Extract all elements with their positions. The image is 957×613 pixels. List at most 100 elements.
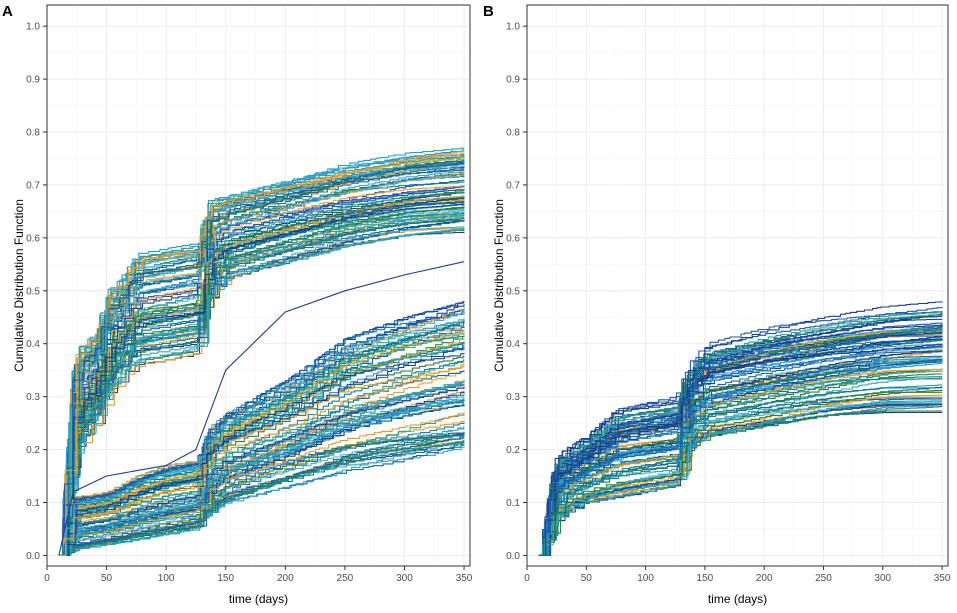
curve-group <box>538 301 943 556</box>
panel-b-letter: B <box>483 3 494 20</box>
panel-b-y-axis-title: Cumulative Distribution Function <box>492 199 506 372</box>
curve-group <box>58 147 465 556</box>
cdf-outlier-curve <box>58 261 465 556</box>
cdf-curve <box>58 301 465 556</box>
panel-a-y-axis-title: Cumulative Distribution Function <box>12 199 26 372</box>
cdf-curve <box>58 174 465 556</box>
panel-b: B 0 50 100 150 200 250 300 350 0.0 0.1 0.2 0.3 0.4 0.… <box>483 3 951 606</box>
x-tick-label: 50 <box>581 573 593 584</box>
y-tick-label: 1.0 <box>26 22 40 33</box>
cdf-curve <box>538 397 943 556</box>
cdf-curve <box>538 402 943 556</box>
panel-b-ticks: 0 50 100 150 200 250 300 350 0.0 0.1 0.2 0.3 0.4 0.5 0… <box>506 22 951 584</box>
y-tick-label: 0.4 <box>26 339 40 350</box>
cdf-curve <box>58 185 465 556</box>
cdf-curve <box>58 201 465 556</box>
cdf-curve <box>58 432 465 556</box>
cdf-curve <box>58 227 464 556</box>
cdf-curve <box>538 347 943 556</box>
panel-a-x-axis-title: time (days) <box>229 592 288 606</box>
cdf-curve <box>58 152 465 556</box>
cdf-curve <box>58 213 465 556</box>
cdf-curve <box>58 156 465 556</box>
panel-a-ticks: 0 50 100 150 200 250 300 350 0.0 0.1 0.2 0.3 0.4 0.5 0… <box>26 22 473 584</box>
y-tick-label: 1.0 <box>506 22 520 33</box>
x-tick-label: 50 <box>101 573 113 584</box>
y-tick-label: 0.1 <box>26 498 40 509</box>
y-tick-label: 0.9 <box>506 75 520 86</box>
cdf-curve <box>538 311 943 556</box>
y-tick-label: 0.8 <box>506 128 520 139</box>
cdf-curve <box>58 218 465 556</box>
cdf-curve <box>58 157 465 556</box>
cdf-curve <box>538 410 943 556</box>
cdf-curve <box>58 192 465 556</box>
cdf-curve <box>58 159 465 556</box>
cdf-curve <box>58 366 465 556</box>
cdf-curve <box>538 343 943 556</box>
cdf-curve <box>58 432 465 556</box>
cdf-curve <box>538 313 943 556</box>
cdf-curve <box>538 370 943 556</box>
cdf-curve <box>538 301 943 556</box>
y-tick-label: 0.8 <box>26 128 40 139</box>
cdf-curve <box>58 421 465 556</box>
x-tick-label: 150 <box>697 573 714 584</box>
cdf-curve <box>538 327 943 556</box>
x-tick-label: 100 <box>637 573 654 584</box>
cdf-curve <box>58 162 465 556</box>
cdf-curve <box>58 226 465 556</box>
x-tick-label: 300 <box>396 573 413 584</box>
cdf-curve <box>538 331 943 556</box>
cdf-curve <box>58 154 465 556</box>
cdf-curve <box>58 191 465 556</box>
curve-group <box>58 261 465 556</box>
cdf-curve <box>538 322 943 556</box>
cdf-curve <box>538 389 943 556</box>
cdf-curve <box>538 327 943 556</box>
cdf-curve <box>58 149 465 556</box>
cdf-curve <box>538 376 943 556</box>
cdf-curve <box>58 386 465 556</box>
panel-a-curves <box>58 147 465 556</box>
y-tick-label: 0.1 <box>506 498 520 509</box>
cdf-curve <box>58 164 465 556</box>
x-tick-label: 0 <box>524 573 530 584</box>
y-tick-label: 0.4 <box>506 339 520 350</box>
cdf-curve <box>538 350 943 556</box>
cdf-curve <box>538 355 943 556</box>
cdf-curve <box>58 331 465 556</box>
cdf-curve <box>58 363 465 556</box>
cdf-curve <box>58 321 465 556</box>
cdf-curve <box>58 413 465 556</box>
y-tick-label: 0.2 <box>506 445 520 456</box>
y-tick-label: 0.0 <box>26 551 40 562</box>
x-tick-label: 150 <box>217 573 234 584</box>
y-tick-label: 0.9 <box>26 75 40 86</box>
cdf-curve <box>58 386 465 556</box>
cdf-curve <box>58 185 465 556</box>
x-tick-label: 250 <box>337 573 354 584</box>
panel-a-frame <box>46 4 471 567</box>
x-tick-label: 100 <box>158 573 175 584</box>
cdf-curve <box>58 167 465 556</box>
cdf-curve <box>58 318 465 556</box>
y-tick-label: 0.3 <box>506 392 520 403</box>
cdf-curve <box>58 440 465 556</box>
x-tick-label: 200 <box>277 573 294 584</box>
cdf-curve <box>58 427 465 556</box>
x-tick-label: 250 <box>815 573 832 584</box>
cdf-curve <box>538 350 943 556</box>
cdf-curve <box>538 404 943 556</box>
panel-b-frame <box>526 4 949 567</box>
y-tick-label: 0.6 <box>26 233 40 244</box>
y-tick-label: 0.3 <box>26 392 40 403</box>
cdf-curve <box>58 309 465 556</box>
panel-a-letter: A <box>2 3 13 20</box>
cdf-curve <box>58 345 465 556</box>
y-tick-label: 0.0 <box>506 551 520 562</box>
cdf-curve <box>58 381 465 556</box>
cdf-curve <box>538 338 943 556</box>
x-tick-label: 350 <box>934 573 951 584</box>
